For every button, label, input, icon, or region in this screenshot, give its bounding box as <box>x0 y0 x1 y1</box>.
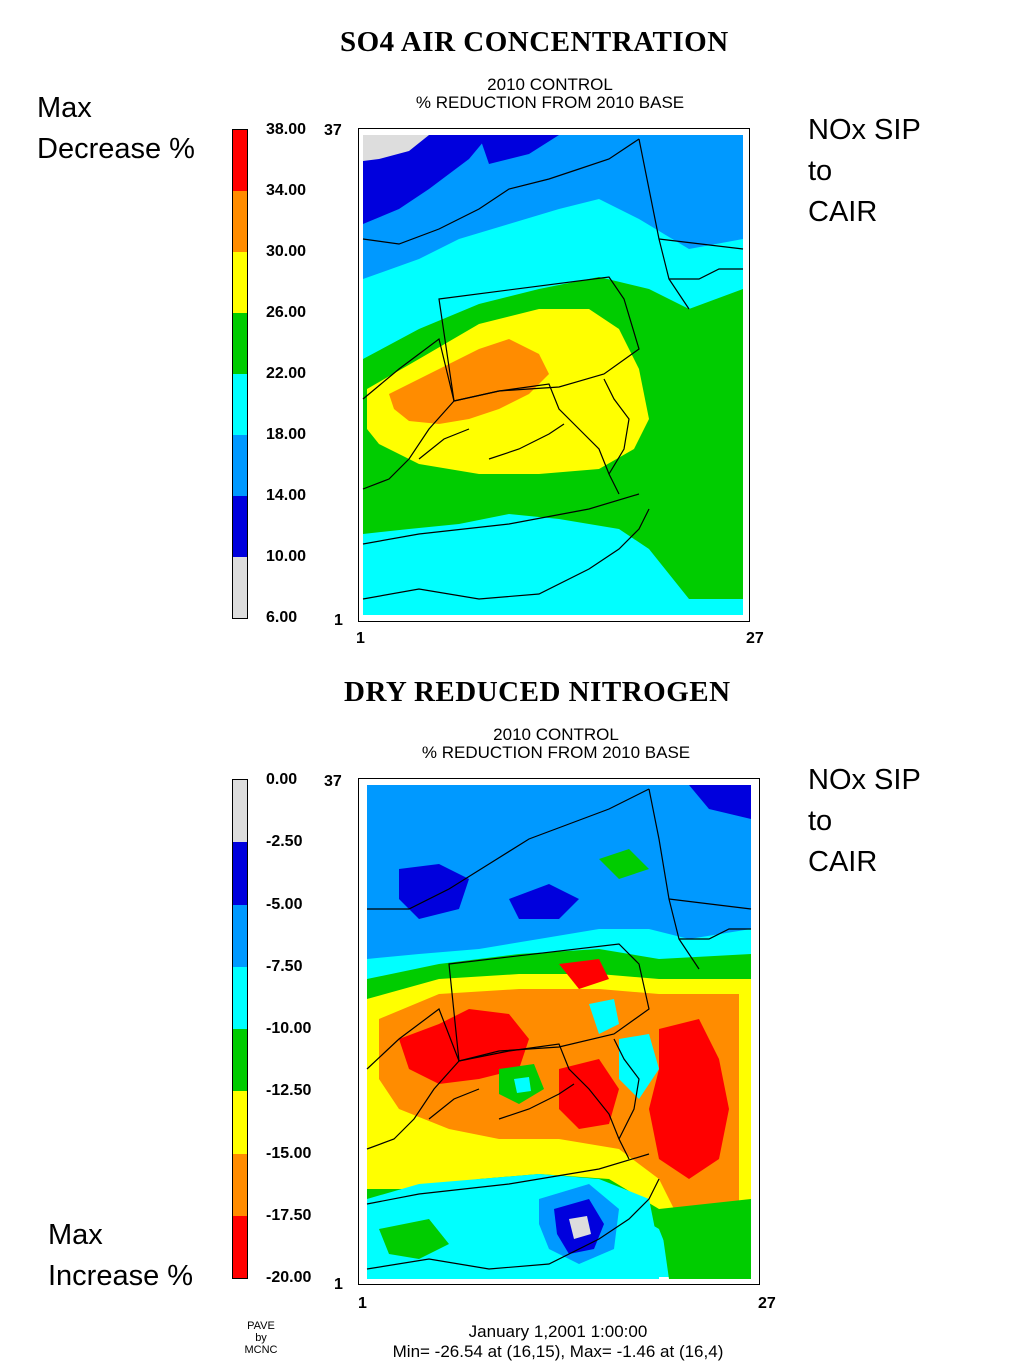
colorbar-segment <box>233 130 247 191</box>
footer-minmax: Min= -26.54 at (16,15), Max= -1.46 at (1… <box>392 1342 724 1361</box>
colorbar-tick-label: 38.00 <box>266 121 307 138</box>
colorbar-tick-label: 18.00 <box>266 426 307 443</box>
colorbar-segment <box>233 1091 247 1154</box>
colorbar-tick-label: 22.00 <box>266 365 307 382</box>
colorbar-segment <box>233 557 247 618</box>
colorbar-segment <box>233 842 247 905</box>
colorbar-segment <box>233 1153 247 1216</box>
colorbar-tick-label: -12.50 <box>266 1082 312 1100</box>
panel1-map-graphic <box>362 135 744 615</box>
colorbar-tick-label: 14.00 <box>266 487 307 504</box>
colorbar-tick-label: 30.00 <box>266 243 307 260</box>
panel1-colorbar <box>232 129 248 619</box>
panel2-map-graphic <box>366 785 752 1279</box>
panel2-y-axis-bottom: 1 <box>334 1276 343 1293</box>
colorbar-segment <box>233 191 247 252</box>
colorbar-segment <box>233 1215 247 1278</box>
panel2-map <box>358 778 760 1285</box>
colorbar-tick-label: -17.50 <box>266 1206 312 1224</box>
colorbar-segment <box>233 904 247 967</box>
pave-stamp: PAVE by MCNC <box>244 1320 278 1356</box>
colorbar-tick-label: 10.00 <box>266 548 307 565</box>
panel2-subtitle-line1: 2010 CONTROL <box>493 725 619 744</box>
panel1-subtitle-line1: 2010 CONTROL <box>487 75 613 94</box>
panel2-x-axis-left: 1 <box>358 1295 367 1312</box>
panel1-x-axis-left: 1 <box>356 630 365 647</box>
footer-date: January 1,2001 1:00:00 <box>468 1322 648 1341</box>
colorbar-segment <box>233 435 247 496</box>
colorbar-segment <box>233 780 247 843</box>
panel1-subtitle-line2: % REDUCTION FROM 2010 BASE <box>415 93 685 112</box>
colorbar-segment <box>233 1029 247 1092</box>
colorbar-tick-label: 26.00 <box>266 304 307 321</box>
panel1-subtitle: 2010 CONTROL % REDUCTION FROM 2010 BASE <box>400 76 700 112</box>
panel1-y-axis-bottom: 1 <box>334 612 343 629</box>
panel2-right-note: NOx SIP to CAIR <box>808 764 921 878</box>
panel2-title: DRY REDUCED NITROGEN <box>344 676 731 708</box>
panel2-y-axis-top: 37 <box>324 773 342 790</box>
panel1-y-axis-top: 37 <box>324 122 342 139</box>
colorbar-segment <box>233 313 247 374</box>
colorbar-tick-label: -7.50 <box>266 957 303 975</box>
colorbar-tick-label: -10.00 <box>266 1020 312 1037</box>
colorbar-tick-label: -5.00 <box>266 895 303 913</box>
panel1-left-note: Max Decrease % <box>37 92 195 165</box>
panel2-x-axis-right: 27 <box>758 1295 776 1312</box>
colorbar-segment <box>233 252 247 313</box>
panel2-left-note: Max Increase % <box>48 1219 194 1292</box>
colorbar-tick-label: 34.00 <box>266 182 307 199</box>
panel2-colorbar <box>232 779 248 1279</box>
colorbar-segment <box>233 374 247 435</box>
panel1-title: SO4 AIR CONCENTRATION <box>340 26 729 58</box>
panel1-map <box>358 128 750 622</box>
panel1-x-axis-right: 27 <box>746 630 764 647</box>
panel1-right-note: NOx SIP to CAIR <box>808 114 921 228</box>
colorbar-tick-label: -20.00 <box>266 1269 312 1286</box>
colorbar-segment <box>233 966 247 1029</box>
colorbar-tick-label: 6.00 <box>266 609 298 626</box>
panel2-subtitle: 2010 CONTROL % REDUCTION FROM 2010 BASE <box>406 726 706 762</box>
colorbar-tick-label: 0.00 <box>266 771 298 788</box>
colorbar-tick-label: -15.00 <box>266 1144 312 1162</box>
colorbar-tick-label: -2.50 <box>266 833 303 851</box>
colorbar-segment <box>233 496 247 557</box>
panel2-subtitle-line2: % REDUCTION FROM 2010 BASE <box>421 743 691 762</box>
